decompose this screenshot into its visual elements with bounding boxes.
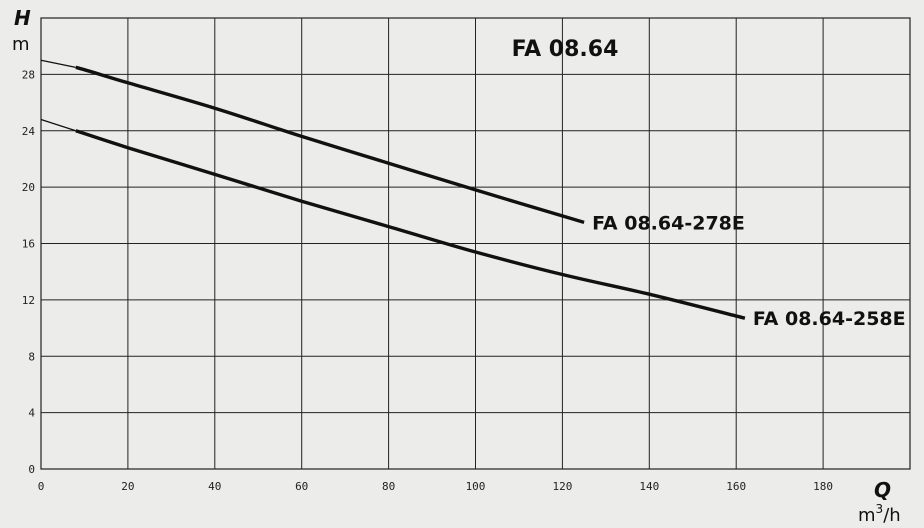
x-tick-label: 120 [552, 480, 572, 493]
x-tick-label: 140 [639, 480, 659, 493]
series-lead-in [40, 59, 76, 68]
y-tick-label: 16 [22, 238, 35, 251]
chart-title: FA 08.64 [512, 37, 619, 62]
series-label-2: FA 08.64-258E [753, 308, 906, 330]
series-line-2 [75, 129, 746, 320]
y-tick-labels: 0 4 8 12 16 20 24 28 [22, 68, 36, 476]
series-label-1: FA 08.64-278E [592, 212, 745, 234]
y-tick-label: 20 [22, 181, 35, 194]
x-tick-labels: 0 20 40 60 80 100 120 140 160 180 [38, 480, 833, 493]
series-line-1 [75, 65, 585, 225]
grid [40, 17, 911, 470]
y-axis-unit: m [12, 34, 30, 55]
y-tick-label: 28 [22, 68, 35, 81]
x-axis-unit: m3/h [858, 502, 901, 526]
x-axis-unit-sup: 3 [876, 502, 884, 516]
x-tick-label: 160 [726, 480, 746, 493]
y-tick-label: 12 [22, 294, 35, 307]
y-tick-label: 4 [28, 407, 35, 420]
x-tick-label: 60 [295, 480, 308, 493]
x-tick-label: 80 [382, 480, 395, 493]
y-tick-label: 24 [22, 125, 36, 138]
x-axis-unit-base: m [858, 505, 876, 526]
x-axis-symbol: Q [874, 478, 891, 502]
x-tick-label: 40 [208, 480, 221, 493]
y-tick-label: 8 [28, 350, 35, 363]
x-tick-label: 20 [121, 480, 134, 493]
x-tick-label: 0 [38, 480, 45, 493]
x-tick-label: 180 [813, 480, 833, 493]
series-labels: FA 08.64-278E FA 08.64-258E [592, 212, 906, 330]
x-axis-unit-tail: /h [883, 505, 900, 526]
series-lead-in [40, 118, 76, 132]
y-tick-label: 0 [28, 463, 35, 476]
series-curves [40, 59, 746, 320]
y-axis-symbol: H [14, 6, 31, 30]
x-tick-label: 100 [466, 480, 486, 493]
